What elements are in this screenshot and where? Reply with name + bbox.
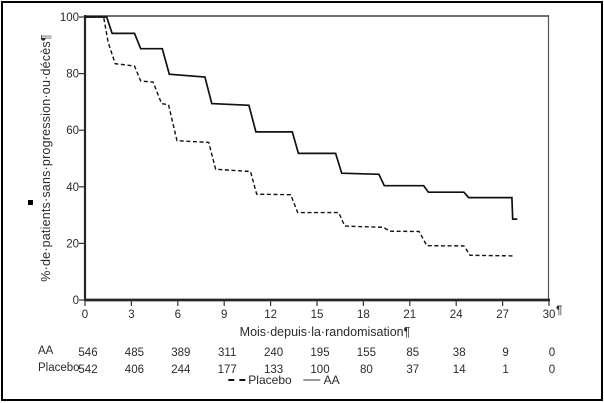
risk-count-placebo: 100 [310,364,329,376]
risk-count-aa: 240 [264,347,283,359]
x-tick-label: 18 [357,309,370,321]
legend-label-placebo: Placebo [248,373,292,387]
risk-count-placebo: 0 [549,364,555,376]
risk-count-aa: 38 [453,347,466,359]
curve-placebo [85,16,514,257]
y-tick-label: 20 [66,238,79,250]
x-tick-label: 30 [543,309,556,321]
risk-count-aa: 9 [502,347,508,359]
risk-count-placebo: 133 [264,364,283,376]
legend-item-placebo: Placebo [228,373,292,387]
risk-count-aa: 195 [310,347,329,359]
aa-solid-line-sample [303,379,321,381]
risk-count-aa: 389 [171,347,190,359]
risk-count-aa: 311 [218,347,236,359]
x-tick-label: 9 [221,309,227,321]
trailing-pilcrow-mark: ¶ [556,303,563,317]
curve-aa [85,16,518,220]
x-tick-label: 21 [403,309,416,321]
y-tick-label: 80 [66,69,79,81]
risk-count-placebo: 542 [78,364,97,376]
risk-count-placebo: 14 [453,364,466,376]
risk-row-label-aa: AA [38,345,54,357]
x-tick-label: 15 [311,309,324,321]
placebo-dashed-line-sample [228,379,246,381]
x-tick-label: 27 [496,309,509,321]
y-axis-label: %·de·patients·sans·progression·ou·décès¶ [39,34,53,282]
x-tick-label: 12 [264,309,277,321]
y-tick-label: 100 [60,12,79,24]
legend: Placebo AA [228,373,340,387]
risk-count-aa: 85 [406,347,419,359]
risk-count-aa: 0 [549,347,555,359]
x-tick-label: 3 [128,309,134,321]
y-tick-label: 0 [73,295,79,307]
y-tick-label: 60 [66,125,79,137]
risk-count-aa: 546 [78,347,97,359]
legend-item-aa: AA [303,373,340,387]
x-tick-label: 0 [82,309,88,321]
risk-count-placebo: 244 [171,364,191,376]
risk-count-placebo: 80 [360,364,373,376]
risk-count-placebo: 406 [125,364,144,376]
risk-count-placebo: 37 [406,364,419,376]
x-tick-label: 24 [450,309,463,321]
y-tick-label: 40 [66,182,79,194]
risk-count-placebo: 177 [218,364,237,376]
legend-label-aa: AA [323,373,340,387]
risk-count-aa: 155 [357,347,376,359]
x-axis-label: Mois·depuis·la·randomisation¶ [239,325,411,339]
x-tick-label: 6 [175,309,181,321]
risk-row-label-placebo: Placebo [38,362,80,374]
margin-square-marker [28,200,33,205]
risk-count-placebo: 1 [502,364,508,376]
risk-count-aa: 485 [125,347,144,359]
